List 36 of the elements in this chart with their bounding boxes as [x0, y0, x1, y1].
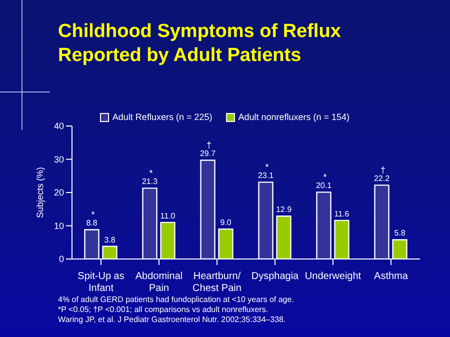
data-label: 11.0	[160, 211, 176, 220]
data-label: 23.1	[258, 171, 274, 180]
y-axis-title: Subjects (%)	[35, 166, 46, 218]
text: 4% of adult GERD patients had fundoplication at <10 years of age.	[58, 295, 294, 305]
data-label: 20.1	[316, 181, 332, 190]
y-tick-label: 0	[58, 254, 64, 264]
data-label: 11.6	[334, 209, 350, 218]
y-tick-label: 10	[54, 220, 64, 231]
annotation: †	[206, 140, 212, 150]
data-label: 12.9	[276, 205, 292, 214]
annotation: *	[265, 162, 270, 172]
data-label: 3.8	[104, 235, 116, 244]
text: Waring JP, et al. J Pediatr Gastroenterol Nutr. 2002;35:334–338.	[58, 315, 287, 325]
x-tick-label: Heartburn/ Chest Pain	[192, 271, 242, 294]
y-tick-label: 20	[54, 188, 64, 198]
text: *P <0.05; †P <0.001; all comparisons vs adult nonrefluxers.	[58, 305, 270, 315]
legend-label: Adult nonrefluxers (n = 154)	[238, 112, 350, 122]
data-label: 8.8	[86, 218, 98, 228]
chart-title: Childhood Symptoms of Reflux Reported by Adult Patients	[58, 20, 342, 68]
data-label: 22.2	[374, 174, 390, 184]
data-label: 5.8	[394, 228, 406, 238]
data-label: 9.0	[220, 218, 232, 228]
x-tick-label: Dysphagia	[251, 271, 300, 282]
legend-label: Adult Refluxers (n = 225)	[112, 112, 212, 122]
annotation: *	[323, 172, 328, 182]
x-tick-label: Asthma	[374, 271, 408, 282]
annotation: *	[91, 210, 96, 220]
x-tick-label: Spit-Up as Infant	[78, 271, 124, 294]
x-tick-label: Underweight	[304, 271, 362, 282]
y-tick-label: 40	[54, 121, 64, 132]
y-tick-label: 30	[54, 154, 64, 164]
data-label: 29.7	[200, 149, 216, 158]
data-label: 21.3	[142, 177, 158, 186]
x-tick-label: Abdominal Pain	[135, 271, 183, 294]
annotation: *	[149, 168, 154, 178]
annotation: †	[380, 165, 386, 176]
